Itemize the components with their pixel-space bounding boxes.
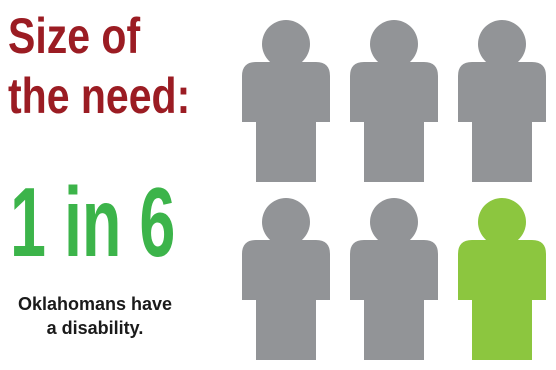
caption: Oklahomans have a disability. xyxy=(10,292,180,340)
person-icon xyxy=(350,198,438,360)
person-icon xyxy=(458,20,546,182)
person-icon xyxy=(242,198,330,360)
person-icon xyxy=(350,20,438,182)
caption-line-1: Oklahomans have xyxy=(17,294,173,314)
headline-line-2: the need: xyxy=(8,68,191,124)
headline-line-1: Size of xyxy=(8,8,141,64)
person-icon xyxy=(242,20,330,182)
headline: Size of the need: xyxy=(8,6,191,126)
person-icon-highlighted xyxy=(458,198,546,360)
ratio-statistic: 1 in 6 xyxy=(10,167,176,277)
caption-line-2: a disability. xyxy=(46,318,144,338)
